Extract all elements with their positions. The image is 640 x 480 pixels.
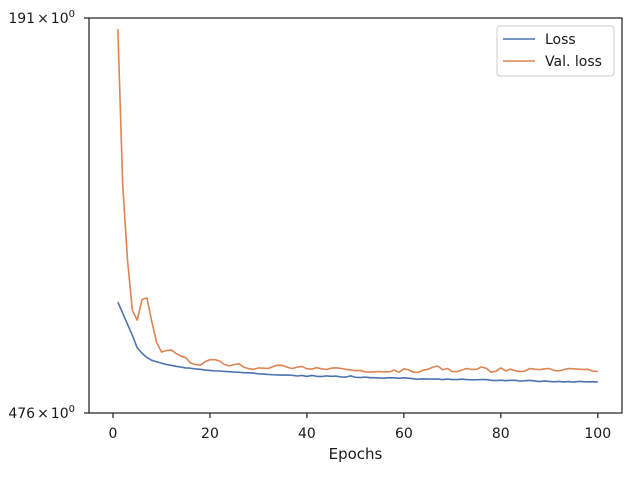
- legend-label-1: Loss: [545, 32, 576, 48]
- plot-area: [89, 18, 622, 413]
- x-tick-label: 80: [492, 426, 510, 442]
- x-tick-label: 0: [109, 426, 118, 442]
- y-tick-label: 476 × 100: [8, 404, 75, 422]
- legend-label-2: Val. loss: [545, 54, 602, 70]
- series-line-2: [117, 29, 598, 374]
- y-tick-base: 10: [51, 406, 69, 422]
- x-axis: 0 20 40 60 80 100: [109, 413, 611, 442]
- y-tick-times: ×: [37, 11, 49, 27]
- y-tick-exponent: 0: [69, 9, 75, 20]
- x-axis-label: Epochs: [329, 445, 383, 463]
- series-layer: [117, 29, 598, 383]
- x-tick-label: 100: [584, 426, 611, 442]
- legend: Loss Val. loss: [496, 25, 615, 77]
- series-line-1: [117, 301, 598, 383]
- axes-frame: [88, 17, 623, 414]
- y-tick-exponent: 0: [69, 404, 75, 415]
- x-tick-label: 20: [201, 426, 219, 442]
- y-tick-times: ×: [37, 406, 49, 422]
- x-tick-label: 60: [395, 426, 413, 442]
- y-tick-mantissa: 191: [8, 11, 35, 27]
- x-tick-label: 40: [298, 426, 316, 442]
- y-tick-mantissa: 476: [8, 406, 35, 422]
- y-tick-base: 10: [51, 11, 69, 27]
- y-tick-label: 191 × 100: [8, 9, 75, 27]
